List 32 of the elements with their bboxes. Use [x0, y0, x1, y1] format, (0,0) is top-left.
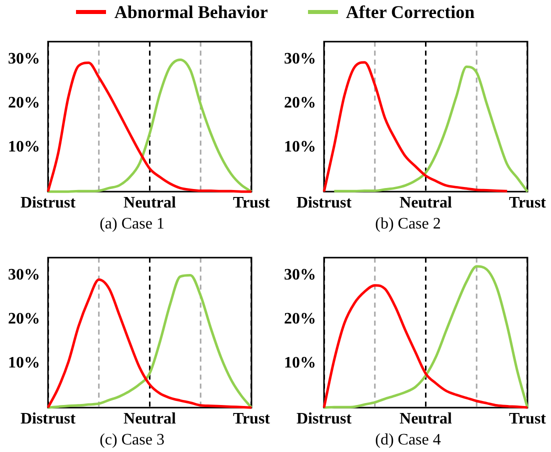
x-tick-label: Neutral — [400, 194, 453, 212]
x-tick-label: Neutral — [400, 410, 453, 428]
x-tick-label: Trust — [508, 410, 547, 428]
y-tick-label: 30% — [284, 266, 316, 284]
legend-label: Abnormal Behavior — [114, 2, 268, 22]
x-tick-label: Trust — [232, 194, 271, 212]
y-tick-label: 30% — [8, 50, 40, 68]
x-tick-label: Trust — [508, 194, 547, 212]
y-tick-label: 10% — [8, 354, 40, 372]
x-tick-label: Trust — [232, 410, 271, 428]
y-tick-label: 20% — [284, 310, 316, 328]
x-tick-label: Neutral — [124, 410, 177, 428]
text: (b) Case 2 — [375, 216, 441, 233]
y-tick-label: 30% — [284, 50, 316, 68]
y-tick-label: 20% — [8, 310, 40, 328]
text: (a) Case 1 — [100, 216, 164, 233]
x-tick-label: Neutral — [124, 194, 177, 212]
line-series — [322, 61, 508, 193]
line-series — [332, 65, 529, 193]
y-tick-label: 30% — [8, 266, 40, 284]
x-tick-label: Distrust — [20, 194, 76, 212]
y-tick-label: 20% — [8, 94, 40, 112]
y-tick-label: 20% — [284, 94, 316, 112]
y-tick-label: 10% — [8, 138, 40, 156]
x-tick-label: Distrust — [296, 194, 352, 212]
legend-label: After Correction — [346, 2, 475, 22]
x-tick-label: Distrust — [20, 410, 76, 428]
text: (d) Case 4 — [375, 432, 441, 449]
x-tick-label: Distrust — [296, 410, 352, 428]
text: (c) Case 3 — [100, 432, 164, 449]
y-tick-label: 10% — [284, 138, 316, 156]
y-tick-label: 10% — [284, 354, 316, 372]
